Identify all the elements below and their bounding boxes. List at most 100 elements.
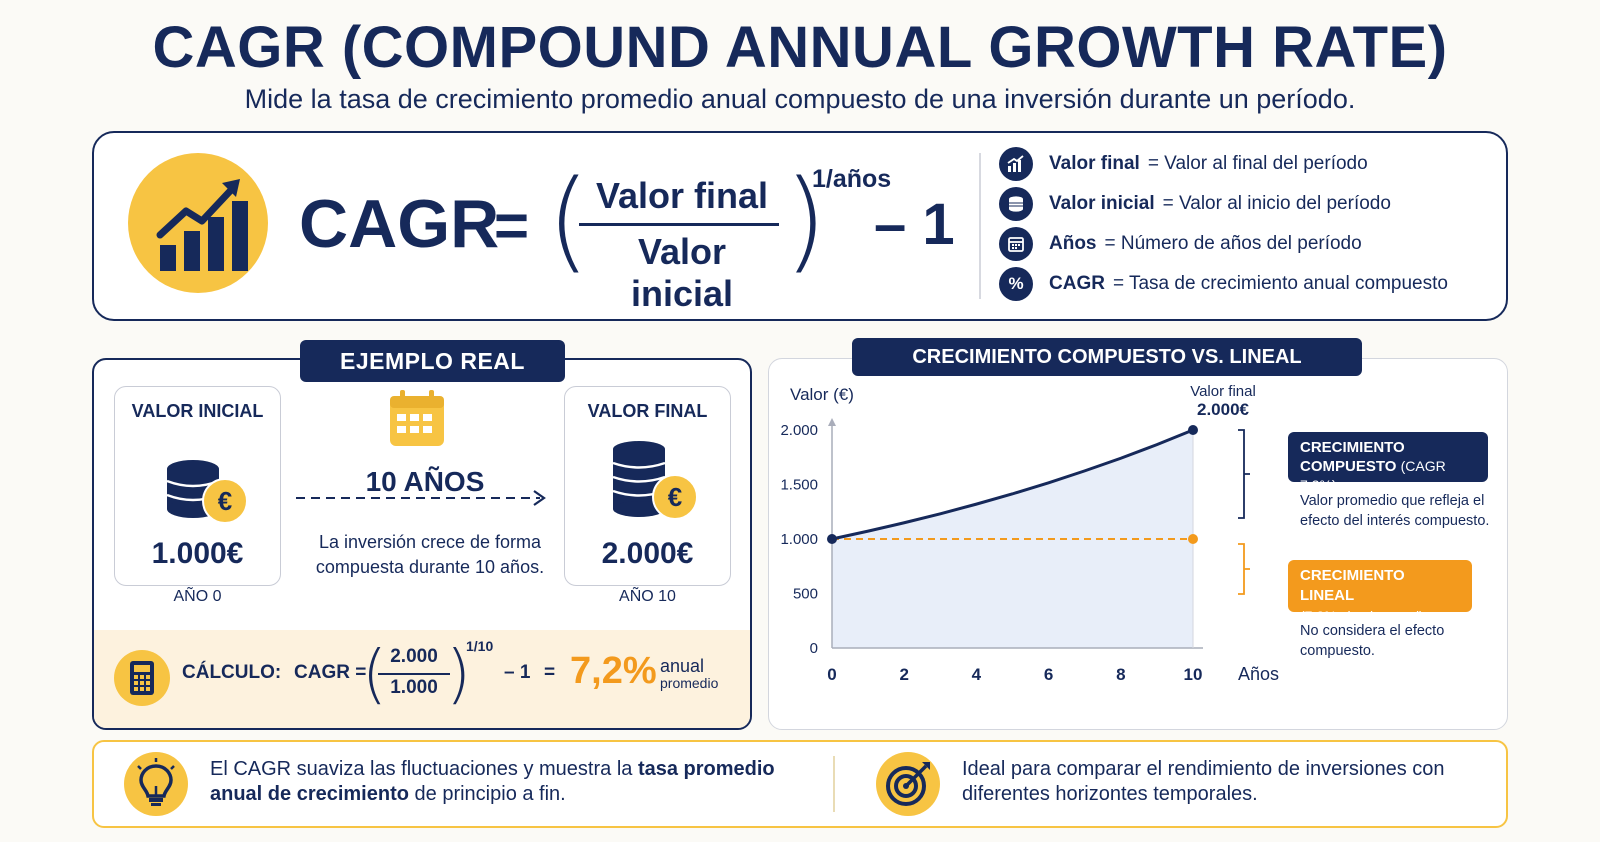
formula-equals: = (494, 192, 530, 259)
calculation-label: CÁLCULO: (182, 662, 282, 683)
legend-row-valor-final: Valor final = Valor al final del período (999, 147, 1368, 181)
years-label: 10 AÑOS (365, 466, 485, 497)
compound-growth-desc: Valor promedio que refleja el efecto del… (1300, 493, 1490, 529)
compound-start-point (827, 534, 837, 544)
example-header: EJEMPLO REAL (300, 340, 565, 382)
y-axis-arrow (828, 418, 836, 426)
calculation-unit: anual (660, 656, 705, 676)
example-panel: VALOR INICIAL € 1.000€ AÑO 0 VALOR FINAL… (92, 358, 752, 730)
calculation-equals: = (544, 662, 556, 683)
chart-growth-icon (999, 147, 1033, 181)
initial-value-label: VALOR INICIAL (131, 401, 264, 421)
percent-icon: % (999, 267, 1033, 301)
x-tick-label: 2 (899, 665, 908, 684)
legend-row-valor-inicial: Valor inicial = Valor al inicio del perí… (999, 187, 1391, 221)
formula-lhs: CAGR (299, 186, 500, 262)
formula-numerator: Valor final (595, 175, 769, 216)
calculation-fraction-line (378, 673, 450, 675)
example-description: La inversión crece de forma compuesta du… (315, 532, 545, 577)
calculator-icon (114, 650, 170, 706)
coins-euro-icon: € (166, 460, 248, 524)
legend-key: Valor final (1049, 153, 1140, 174)
final-value-card: VALOR FINAL € 2.000€ (564, 386, 731, 586)
initial-value-card: VALOR INICIAL € 1.000€ (114, 386, 281, 586)
formula-denominator: Valor inicial (630, 231, 734, 314)
linear-growth-desc: No considera el efecto compuesto. (1300, 623, 1445, 659)
y-tick-label: 1.000 (780, 531, 818, 548)
formula-paren-right: ) (784, 156, 827, 284)
calculation-paren-right: ) (446, 638, 471, 712)
legend-row-anos: Años = Número de años del período (999, 227, 1362, 261)
page-title: CAGR (COMPOUND ANNUAL GROWTH RATE) (152, 15, 1448, 80)
formula-exponent: 1/años (812, 165, 892, 193)
final-value-annotation-value: 2.000€ (1197, 400, 1250, 419)
formula-minus-one: – 1 (874, 192, 955, 257)
legend-key: Valor inicial (1049, 193, 1155, 214)
calculation-lhs: CAGR = (294, 662, 367, 683)
formula-paren-left: ( (547, 156, 590, 284)
calculation-paren-left: ( (362, 638, 387, 712)
legend-key: Años (1049, 233, 1097, 254)
tip1-bold: tasa promedio anual de crecimiento (210, 758, 775, 805)
formula-fraction-line (579, 223, 779, 226)
x-tick-label: 6 (1044, 665, 1053, 684)
linear-bracket (1238, 543, 1250, 595)
linear-growth-title: CRECIMIENTO LINEAL (1300, 567, 1405, 604)
x-tick-label: 0 (827, 665, 836, 684)
linear-growth-label: CRECIMIENTO LINEAL (7,2% simple anual) (1288, 560, 1472, 624)
calculation-numerator: 2.000 (390, 646, 438, 667)
compound-bracket (1238, 429, 1250, 519)
legend-row-cagr: % CAGR = Tasa de crecimiento anual compu… (999, 267, 1448, 301)
page-subtitle: Mide la tasa de crecimiento promedio anu… (244, 84, 1356, 114)
final-value-label: VALOR FINAL (587, 401, 708, 421)
x-tick-label: 8 (1116, 665, 1125, 684)
legend-desc: = Valor al final del período (1147, 153, 1368, 174)
formula-panel: CAGR = ( Valor final Valor inicial ) 1/a… (92, 131, 1508, 321)
tips-band (92, 740, 1508, 828)
initial-value-amount: 1.000€ (151, 537, 244, 570)
divider (979, 153, 981, 299)
calculation-unit-sub: promedio (660, 675, 719, 691)
compound-end-point (1188, 425, 1198, 435)
tip1-text-end: de principio a fin. (408, 783, 566, 805)
growth-chart-icon (128, 153, 268, 293)
linear-end-point (1188, 534, 1198, 544)
final-value-annotation-label: Valor final (1190, 383, 1256, 400)
growth-chart: 0 500 1.000 1.500 2.000 0 2 4 6 8 10 Años Valor (€) V… (780, 383, 1279, 684)
compound-growth-label: CRECIMIENTO COMPUESTO (CAGR 7,2%) (1288, 432, 1488, 493)
divider (833, 756, 835, 812)
y-tick-label: 1.500 (780, 477, 818, 494)
x-tick-label: 4 (972, 665, 982, 684)
x-axis-label: Años (1238, 664, 1279, 684)
compound-series-line (831, 428, 1194, 541)
final-value-amount: 2.000€ (601, 537, 694, 570)
legend-desc: = Valor al inicio del período (1162, 193, 1391, 214)
y-tick-label: 0 (810, 640, 818, 657)
calendar-icon (999, 227, 1033, 261)
y-axis-label: Valor (€) (790, 385, 854, 404)
y-tick-label: 2.000 (780, 422, 818, 439)
final-year-label: AÑO 10 (619, 588, 676, 605)
chart-header: CRECIMIENTO COMPUESTO VS. LINEAL (852, 338, 1362, 376)
y-tick-label: 500 (793, 586, 818, 603)
compound-growth-title: CRECIMIENTO COMPUESTO (1300, 439, 1405, 475)
initial-year-label: AÑO 0 (173, 588, 222, 605)
linear-growth-sub: (7,2% simple anual) (1300, 608, 1424, 624)
coins-stack-euro-icon: € (612, 441, 698, 520)
x-tick-label: 10 (1184, 665, 1203, 684)
dashed-arrow (296, 490, 546, 506)
calculation-exponent: 1/10 (466, 638, 494, 654)
svg-text:€: € (218, 486, 232, 516)
svg-text:€: € (668, 482, 682, 512)
target-icon (876, 752, 940, 816)
tip-comparison: Ideal para comparar el rendimiento de in… (962, 758, 1445, 805)
tip1-text: El CAGR suaviza las fluctuaciones y mues… (210, 758, 638, 780)
legend-desc: = Tasa de crecimiento anual compuesto (1112, 273, 1448, 294)
calculation-minus-one: – 1 (504, 662, 531, 683)
coins-icon (999, 187, 1033, 221)
legend-desc: = Número de años del período (1104, 233, 1362, 254)
tip-smoothing: El CAGR suaviza las fluctuaciones y mues… (210, 757, 790, 807)
lightbulb-icon (124, 752, 188, 816)
legend-key: CAGR (1049, 273, 1105, 294)
calculation-result: 7,2% (570, 650, 657, 692)
